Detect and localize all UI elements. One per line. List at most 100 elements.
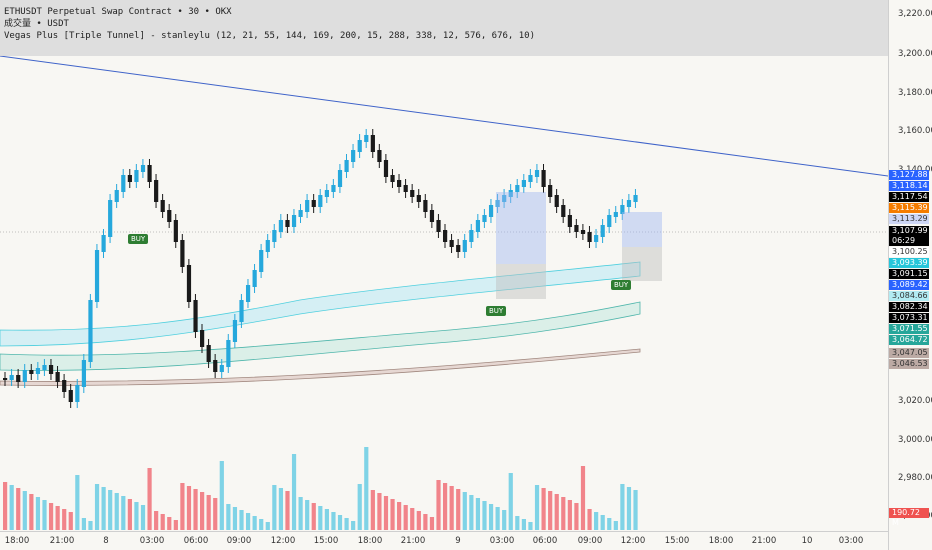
volume-bar: [442, 483, 448, 530]
candle-body: [390, 175, 395, 182]
candle-body: [213, 360, 218, 372]
price-tag: 3,047.05: [889, 348, 929, 358]
candle-body: [429, 210, 435, 222]
candle-body: [29, 370, 34, 374]
time-tick: 9: [455, 536, 461, 546]
volume-bar: [469, 495, 474, 530]
tunnel-inner: [0, 261, 641, 347]
time-axis-border: [0, 531, 888, 532]
price-tag: 3,115.39: [889, 203, 929, 213]
volume-bar: [423, 514, 428, 530]
volume-bar: [114, 493, 119, 530]
candle-body: [186, 265, 192, 302]
volume-bar: [574, 503, 579, 530]
candle-body: [42, 365, 47, 370]
candle-body: [298, 210, 303, 217]
price-tick: 3,160.00: [898, 126, 932, 136]
candle-body: [68, 390, 73, 402]
candle-body: [344, 160, 349, 172]
legend-background: [0, 0, 888, 56]
candle-body: [370, 135, 375, 152]
price-tag: 3,084.66: [889, 291, 929, 301]
candle-body: [160, 200, 165, 212]
volume-legend[interactable]: 成交量 • USDT: [4, 19, 69, 29]
candle-body: [475, 220, 481, 232]
candle-body: [108, 200, 113, 237]
time-tick: 21:00: [400, 536, 426, 546]
indicator-legend[interactable]: Vegas Plus [Triple Tunnel] - stanleylu (…: [4, 31, 536, 41]
candle-body: [62, 380, 67, 392]
volume-bar: [88, 521, 93, 530]
volume-bar: [337, 515, 343, 530]
candle-body: [357, 140, 362, 152]
price-tick: 3,020.00: [898, 396, 932, 406]
candle-body: [580, 230, 586, 234]
symbol-legend[interactable]: ETHUSDT Perpetual Swap Contract • 30 • O…: [4, 7, 232, 17]
volume-bar: [594, 512, 599, 530]
candle-body: [3, 378, 8, 380]
candle-body: [456, 245, 461, 252]
candle-body: [567, 215, 572, 227]
candle-body: [94, 250, 100, 302]
volume-bar: [383, 496, 389, 530]
candle-body: [534, 170, 540, 177]
time-tick: 15:00: [313, 536, 339, 546]
candle-body: [377, 150, 382, 162]
volume-bar: [397, 502, 402, 530]
volume-bar: [193, 489, 198, 530]
volume-bar: [154, 511, 159, 530]
time-tick: 12:00: [620, 536, 646, 546]
price-tag: 3,089.42: [889, 280, 929, 290]
volume-bar: [515, 516, 520, 530]
candle-body: [252, 270, 257, 287]
volume-bar: [252, 516, 257, 530]
price-tag: 3,071.55: [889, 324, 929, 334]
candle-body: [403, 185, 408, 192]
volume-bar: [68, 512, 73, 530]
volume-bar: [29, 494, 34, 530]
trend-line[interactable]: [0, 55, 889, 177]
candle-body: [232, 320, 238, 342]
candle-body: [626, 200, 632, 207]
price-tick: 3,180.00: [898, 88, 932, 98]
price-tag: 3,082.34: [889, 302, 929, 312]
volume-bar: [580, 466, 586, 530]
volume-bar: [200, 492, 205, 530]
candle-body: [469, 230, 474, 242]
candle-body: [449, 240, 454, 247]
volume-bar: [140, 505, 146, 530]
volume-bar: [475, 498, 481, 530]
time-tick: 8: [103, 536, 109, 546]
candle-body: [495, 200, 500, 207]
candle-body: [587, 232, 592, 242]
volume-bar: [285, 491, 290, 530]
candle-body: [167, 210, 172, 222]
candle-body: [554, 195, 559, 207]
price-tag: 3,107.99: [889, 226, 929, 236]
volume-bar: [186, 486, 192, 530]
candle-body: [22, 370, 27, 382]
time-tick: 06:00: [532, 536, 558, 546]
candle-body: [154, 180, 159, 202]
volume-bar: [561, 497, 566, 530]
volume-bar: [94, 484, 100, 530]
candle-body: [121, 175, 126, 192]
zone-box: [622, 247, 662, 281]
time-tick: 09:00: [226, 536, 252, 546]
candle-body: [423, 200, 428, 212]
volume-bar: [62, 509, 67, 530]
volume-bar: [101, 487, 106, 530]
time-tick: 18:00: [4, 536, 30, 546]
candle-body: [55, 372, 60, 382]
volume-bar: [305, 500, 310, 530]
candle-body: [48, 365, 54, 374]
time-tick: 10: [801, 536, 813, 546]
candle-body: [416, 195, 421, 202]
volume-bar: [626, 487, 632, 530]
time-tick: 03:00: [139, 536, 165, 546]
volume-bar: [554, 494, 559, 530]
candle-body: [607, 215, 612, 227]
buy-signal-badge: BUY: [486, 306, 507, 316]
candle-body: [311, 200, 316, 207]
